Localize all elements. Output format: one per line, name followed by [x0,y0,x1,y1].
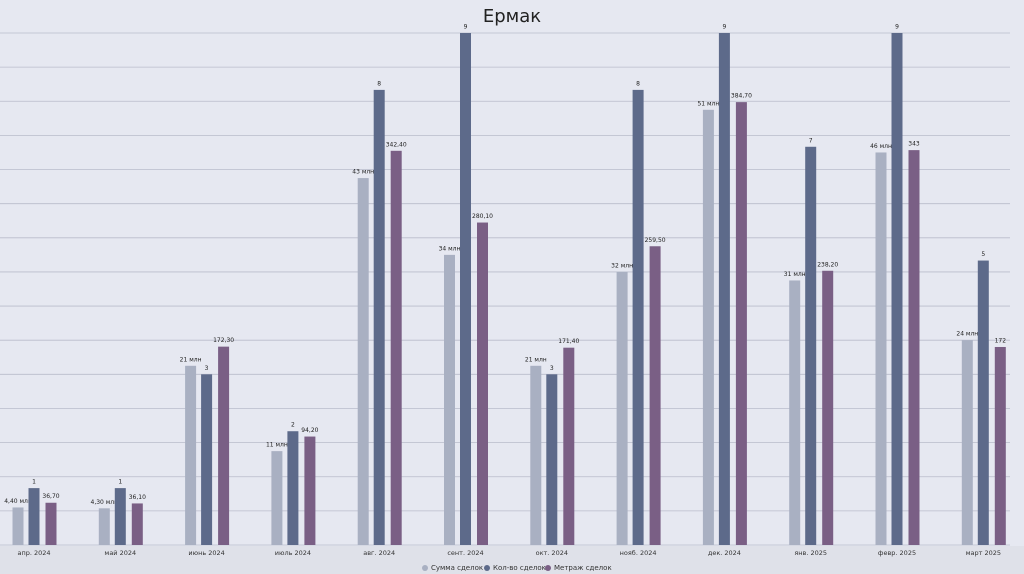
bar [616,271,628,545]
value-label: 1 [32,479,36,486]
value-label: 51 млн [697,100,719,107]
legend-label: Метраж сделок [554,564,612,572]
bar [994,346,1006,545]
value-label: 46 млн [870,143,892,150]
value-label: 36,10 [129,494,146,501]
value-label: 9 [895,24,899,31]
value-label: 9 [464,24,468,31]
x-tick-label: апр. 2024 [17,549,50,557]
x-tick-label: май 2024 [104,549,136,557]
value-label: 238,20 [817,261,838,268]
bar [718,33,730,545]
value-label: 384,70 [731,93,752,100]
legend-label: Сумма сделок [431,564,483,572]
bar [875,152,887,545]
x-tick-label: сент. 2024 [447,549,483,557]
value-label: 8 [377,80,381,87]
value-label: 342,40 [386,141,407,148]
bar [185,365,197,545]
value-label: 2 [291,422,295,429]
bar [12,507,24,545]
bar [477,222,488,545]
x-tick-label: нояб. 2024 [620,549,657,557]
value-label: 259,50 [645,237,666,244]
bar [271,451,283,545]
x-tick-label: февр. 2025 [878,549,916,557]
bar [891,33,903,545]
value-label: 4,40 млн [4,498,32,505]
bar [304,436,316,545]
value-label: 9 [722,24,726,31]
bar [546,374,558,545]
bar [822,270,834,545]
bar [98,508,110,545]
bar [218,346,230,545]
value-label: 31 млн [784,271,806,278]
bar [649,246,661,546]
bar [131,503,143,545]
x-tick-label: дек. 2024 [708,549,741,557]
value-label: 172,30 [213,337,234,344]
value-label: 43 млн [352,169,374,176]
bar [977,260,989,545]
value-label: 7 [809,137,813,144]
bar [45,502,57,545]
bar [805,146,817,545]
x-tick-label: июнь 2024 [188,549,224,557]
x-tick-label: март 2025 [966,549,1001,557]
value-label: 4,30 млн [91,499,119,506]
value-label: 21 млн [525,356,547,363]
bar [735,102,747,546]
value-label: 24 млн [956,331,978,338]
value-label: 5 [981,251,985,258]
x-tick-label: окт. 2024 [536,549,568,557]
value-label: 280,10 [472,213,493,220]
value-label: 11 млн [266,442,288,449]
x-tick-label: авг. 2024 [363,549,395,557]
axis-area [0,546,1024,574]
value-label: 3 [550,365,554,372]
x-tick-label: июль 2024 [275,549,311,557]
legend-label: Кол-во сделок [493,564,546,572]
value-label: 8 [636,80,640,87]
chart-title: Ермак [483,6,541,27]
value-label: 343 [908,141,920,148]
value-label: 171,40 [558,338,579,345]
bar [961,340,973,545]
value-label: 21 млн [180,356,202,363]
bar [563,347,575,545]
bar [201,374,213,545]
bar [444,254,455,545]
bar [632,89,644,545]
legend-marker [484,565,490,571]
value-label: 34 млн [439,245,461,252]
value-label: 3 [205,365,209,372]
bar [789,280,801,545]
bar [460,33,471,545]
value-label: 32 млн [611,262,633,269]
value-label: 1 [118,479,122,486]
value-label: 94,20 [301,427,318,434]
bar [28,488,40,545]
value-label: 172 [995,337,1007,344]
bar [702,109,714,546]
bar [357,178,369,546]
bar [114,488,126,545]
bar [287,431,299,545]
x-tick-label: янв. 2025 [794,549,827,557]
bar [390,150,402,545]
legend-marker [422,565,428,571]
legend-marker [545,565,551,571]
bar [908,150,920,545]
bar [530,365,542,545]
value-label: 36,70 [42,493,59,500]
bar [373,89,385,545]
